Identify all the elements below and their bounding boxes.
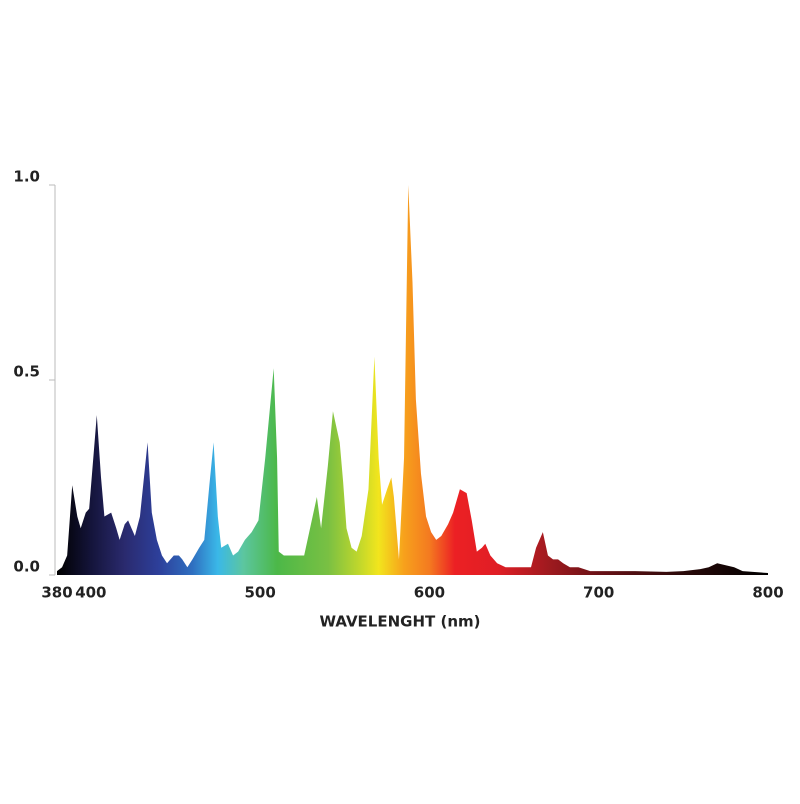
x-tick-label: 800 <box>752 584 783 602</box>
x-tick-label: 500 <box>244 584 275 602</box>
x-tick-label: 380 <box>41 584 72 602</box>
y-tick-label: 0.5 <box>13 363 40 381</box>
x-axis-label: WAVELENGHT (nm) <box>319 613 480 631</box>
x-tick-label: 400 <box>75 584 106 602</box>
y-tick-label: 1.0 <box>13 168 40 186</box>
y-tick-label: 0.0 <box>13 558 40 576</box>
x-tick-label: 600 <box>414 584 445 602</box>
x-tick-label: 700 <box>583 584 614 602</box>
spectrum-area <box>57 185 768 575</box>
